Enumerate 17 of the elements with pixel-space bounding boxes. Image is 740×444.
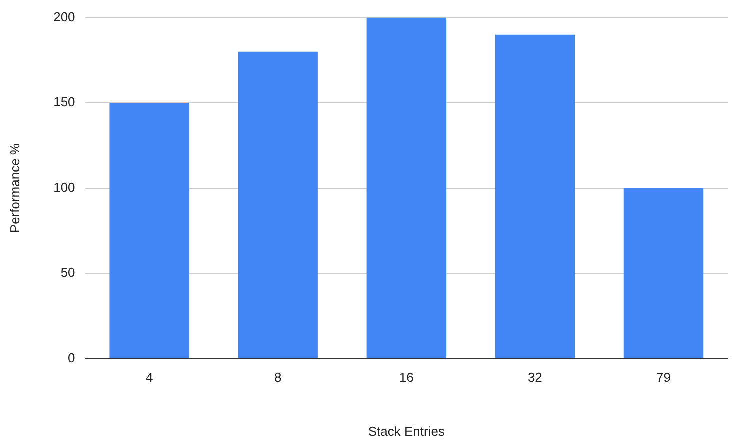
bar bbox=[495, 34, 576, 358]
bar bbox=[110, 103, 190, 358]
x-tick-label: 79 bbox=[656, 370, 671, 386]
y-axis-title: Performance % bbox=[7, 143, 22, 234]
bar bbox=[624, 188, 704, 358]
x-tick-label: 16 bbox=[399, 370, 414, 386]
x-tick-label: 4 bbox=[146, 370, 154, 386]
bar bbox=[238, 52, 318, 358]
x-axis-title: Stack Entries bbox=[368, 424, 446, 439]
x-tick-label: 32 bbox=[528, 370, 542, 386]
y-tick-label: 100 bbox=[54, 180, 76, 195]
y-tick-label: 0 bbox=[68, 350, 76, 366]
y-tick-label: 150 bbox=[54, 94, 76, 110]
y-tick-label: 50 bbox=[60, 265, 76, 280]
bar bbox=[366, 18, 446, 358]
y-tick-label: 200 bbox=[54, 9, 76, 24]
x-tick-label: 8 bbox=[274, 370, 282, 386]
